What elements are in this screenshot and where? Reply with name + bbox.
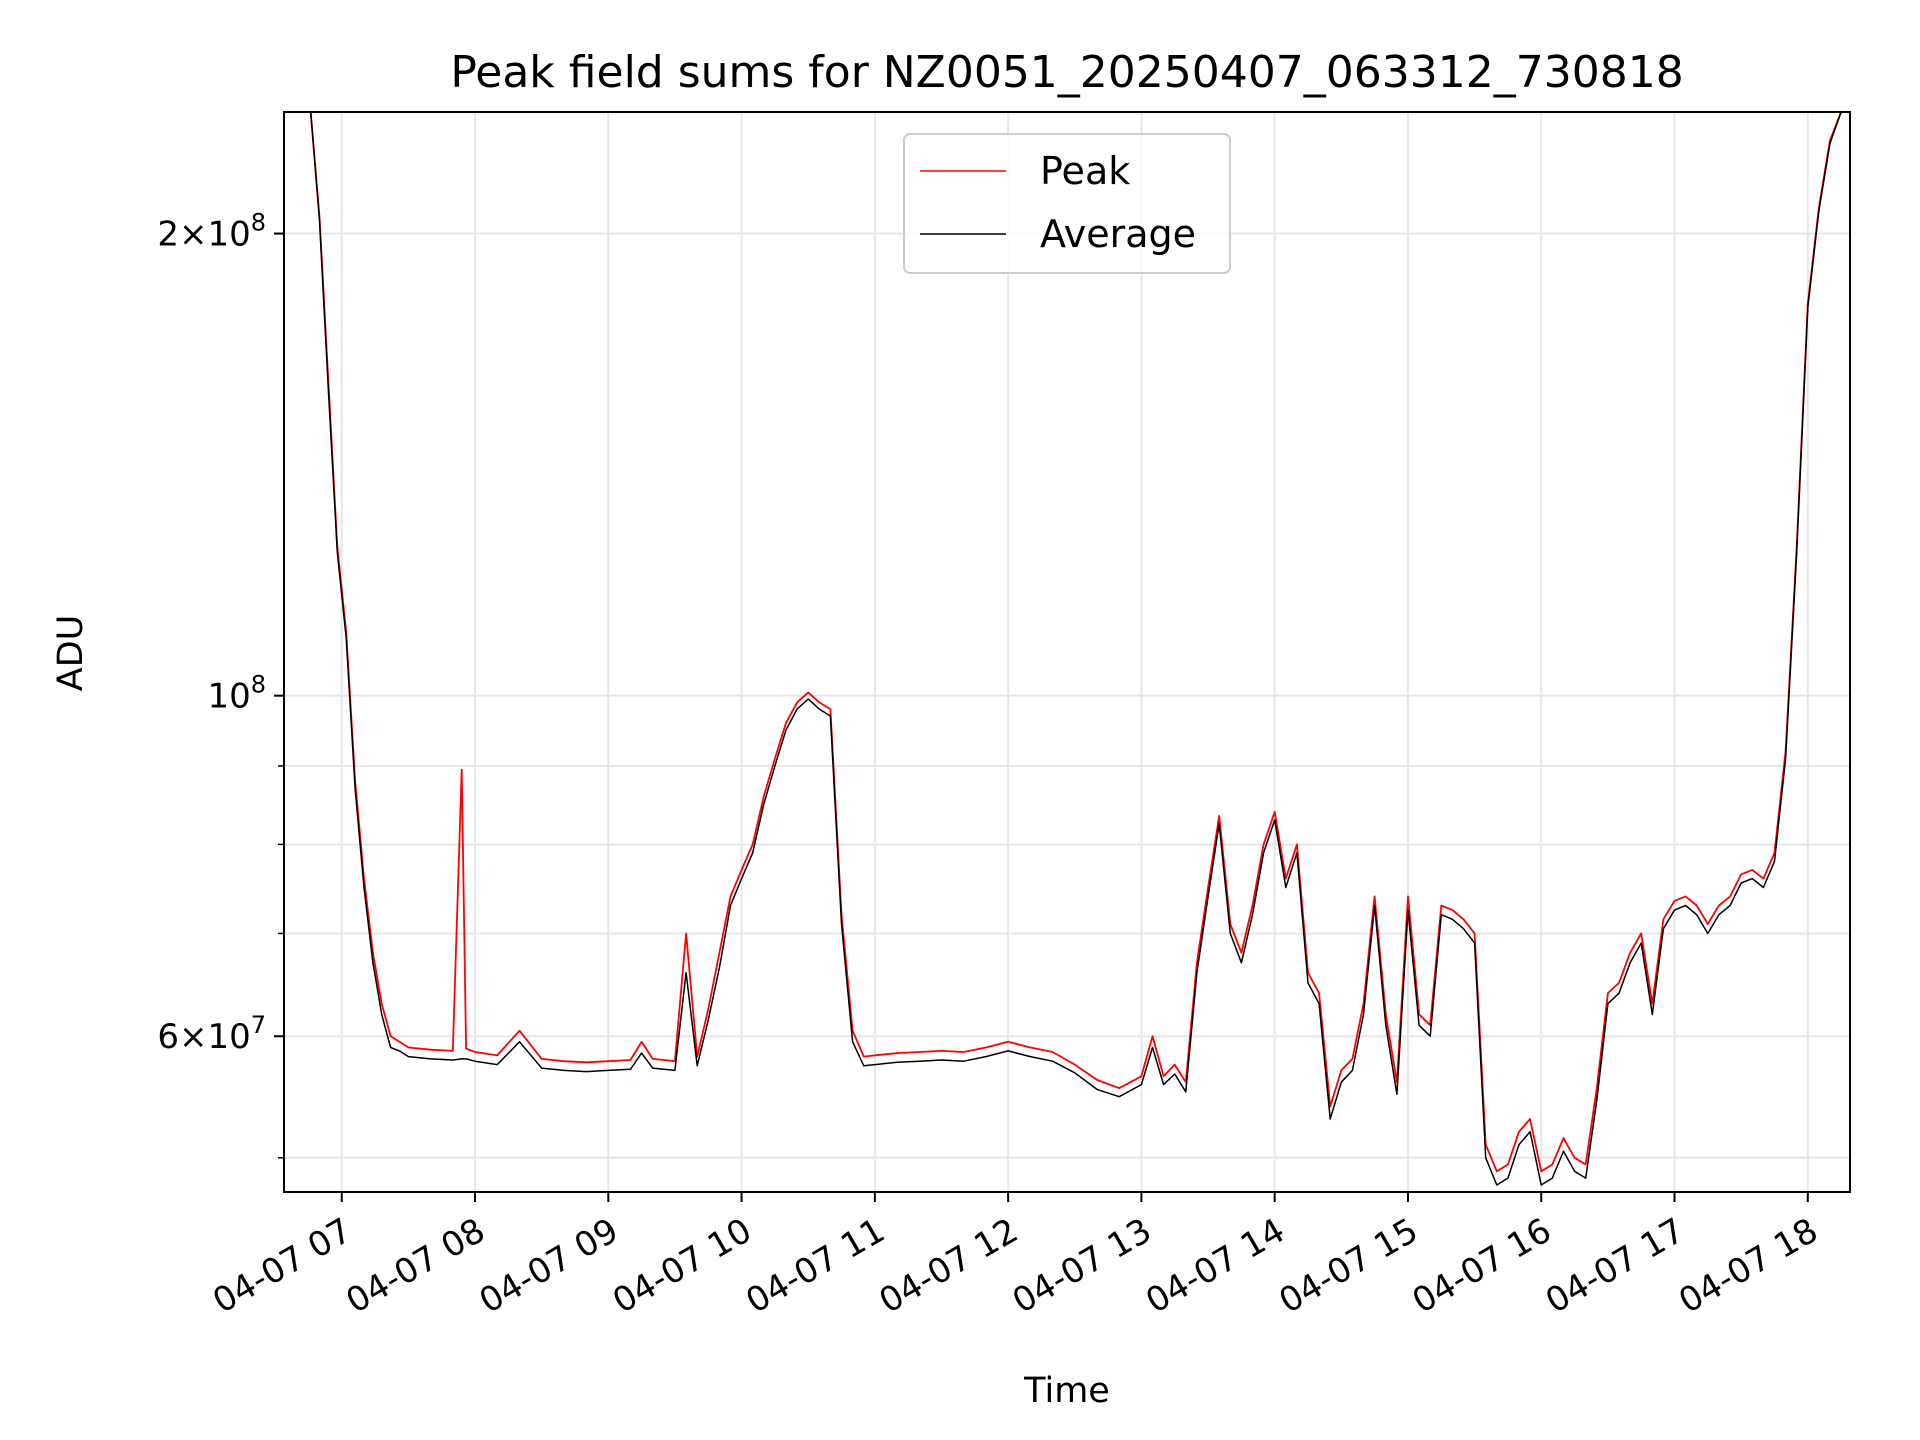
y-tick-label: 6×107 [157,1011,266,1057]
legend-label-average: Average [1040,212,1196,256]
legend-box [903,133,1231,274]
plot-frame [283,111,1851,1193]
y-tick-label: 2×108 [157,209,266,255]
series-line-average [309,112,1842,1186]
legend-label-peak: Peak [1040,149,1130,193]
legend: Peak Average [903,133,1231,274]
y-tick-label: 108 [207,671,266,717]
series-layer [309,112,1842,1186]
chart-title: Peak field sums for NZ0051_20250407_0633… [450,47,1683,98]
x-axis-label: Time [1023,1371,1110,1411]
y-axis-label: ADU [51,615,91,692]
series-line-peak [309,112,1842,1173]
grid [284,112,1850,1192]
